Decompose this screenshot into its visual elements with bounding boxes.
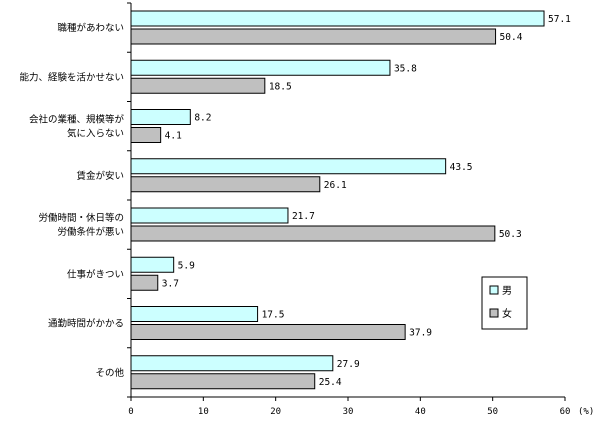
category-label: 仕事がきつい [67, 268, 124, 280]
bar-male [130, 59, 391, 76]
x-tick-label: 0 [128, 407, 133, 417]
data-label: 57.1 [548, 14, 571, 25]
data-label: 3.7 [162, 278, 179, 289]
bar-male [130, 158, 447, 175]
category-label: 賃金が安い [76, 170, 124, 182]
data-label: 18.5 [269, 81, 292, 92]
data-label: 35.8 [394, 63, 417, 74]
bar-male [130, 207, 289, 224]
category-label: 労働条件が悪い [57, 226, 124, 238]
x-tick-label: 10 [198, 407, 209, 417]
legend-box [481, 276, 528, 330]
category-label: 職種があわない [57, 22, 124, 34]
legend-swatch-female [489, 308, 499, 318]
data-label: 50.3 [499, 229, 522, 240]
category-label: 通勤時間がかかる [48, 318, 124, 330]
category-label: 会社の業種、規模等が [29, 114, 125, 126]
category-label: 気に入らない [67, 128, 124, 140]
legend-label: 女 [502, 307, 512, 320]
data-label: 21.7 [292, 211, 315, 222]
x-tick-label: 60 [560, 407, 571, 417]
bar-female [130, 127, 162, 143]
data-label: 43.5 [450, 162, 473, 173]
data-label: 17.5 [262, 310, 285, 321]
data-label: 37.9 [409, 328, 432, 339]
category-label: 能力、経験を活かせない [19, 71, 124, 83]
data-label: 4.1 [165, 131, 182, 142]
bar-male [130, 10, 545, 27]
category-label: 労働時間・休日等の [38, 212, 124, 224]
bar-male [130, 355, 334, 372]
legend-label: 男 [502, 285, 512, 297]
x-unit-label: (%) [578, 407, 594, 417]
x-tick-label: 50 [487, 407, 498, 417]
category-label: その他 [95, 367, 124, 379]
data-label: 26.1 [324, 180, 347, 191]
data-label: 27.9 [337, 359, 360, 370]
data-label: 50.4 [500, 32, 523, 43]
x-tick-label: 40 [415, 407, 426, 417]
data-label: 8.2 [194, 113, 211, 124]
bar-male [130, 256, 175, 273]
bar-male [130, 306, 259, 322]
x-tick-label: 20 [270, 407, 281, 417]
bar-female [130, 176, 321, 193]
bar-female [130, 324, 406, 340]
bar-female [130, 373, 316, 390]
data-label: 5.9 [178, 260, 195, 271]
bar-female [130, 225, 496, 242]
legend-swatch-male [489, 285, 499, 295]
data-label: 25.4 [319, 377, 342, 388]
bar-female [130, 274, 159, 291]
bar-male [130, 109, 191, 125]
bar-female [130, 77, 266, 94]
bar-female [130, 28, 497, 45]
x-tick-label: 30 [343, 407, 354, 417]
